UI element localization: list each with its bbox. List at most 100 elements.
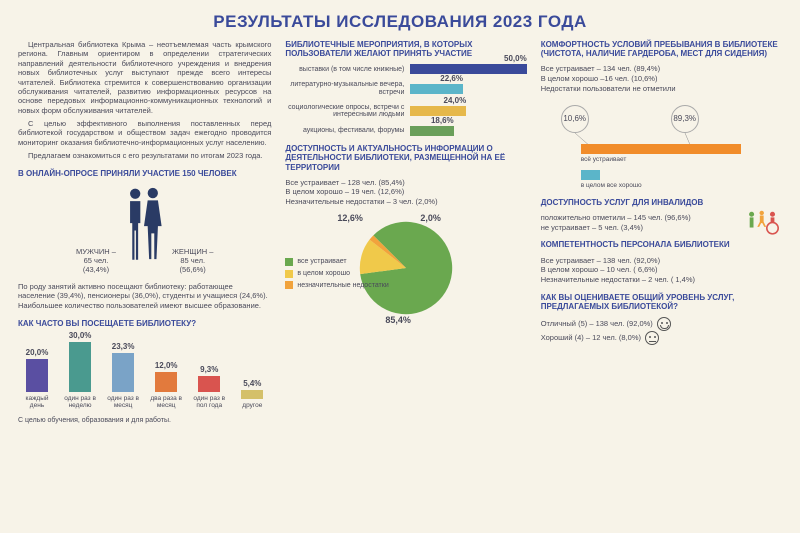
comfort-cat-orange: всё устраивает (581, 156, 627, 163)
visit-bar: 23,3% один раз в месяц (104, 342, 142, 409)
event-bar-row: аукционы, фестивали, форумы18,6% (285, 126, 526, 136)
women-label: ЖЕНЩИН – 85 чел. (56,6%) (172, 247, 213, 274)
visit-bar: 20,0% каждый день (18, 348, 56, 410)
column-left: Центральная библиотека Крыма – неотъемле… (18, 40, 271, 424)
visit-footnote: С целью обучения, образования и для рабо… (18, 417, 271, 424)
bar-label: один раз в пол года (190, 395, 228, 409)
pie-callout-1: 12,6% (337, 213, 363, 223)
accessibility-icon (744, 209, 782, 241)
legend-label-2: незначительные недостатки (297, 281, 388, 291)
column-right: КОМФОРТНОСТЬ УСЛОВИЙ ПРЕБЫВАНИЯ В БИБЛИО… (541, 40, 782, 424)
event-bar-fill (410, 64, 526, 74)
pie-legend: все устраивает в целом хорошо незначител… (285, 257, 388, 292)
visit-bar: 9,3% один раз в пол года (190, 365, 228, 409)
event-bar-value: 24,0% (444, 96, 467, 105)
event-bar-row: выставки (в том числе книжные)50,0% (285, 64, 526, 74)
staff-heading: КОМПЕТЕНТНОСТЬ ПЕРСОНАЛА БИБЛИОТЕКИ (541, 240, 782, 249)
event-bar-label: аукционы, фестивали, форумы (285, 127, 410, 135)
bar-rect (155, 372, 177, 392)
bar-value: 9,3% (200, 365, 218, 374)
intro-p1: Центральная библиотека Крыма – неотъемле… (18, 40, 271, 115)
women-pct: (56,6%) (172, 265, 213, 274)
legend-item-0: все устраивает (285, 257, 388, 267)
event-bar-fill (410, 126, 453, 136)
bar-rect (69, 342, 91, 392)
pie-callout-2: 2,0% (420, 213, 441, 223)
intro-p3: Предлагаем ознакомиться с его результата… (18, 151, 271, 160)
overall-text-1: Хороший (4) – 12 чел. (8,0%) (541, 333, 641, 342)
event-bar-fill (410, 106, 466, 116)
legend-label-1: в целом хорошо (297, 269, 350, 279)
availability-line-0: Все устраивает – 128 чел. (85,4%) (285, 178, 526, 188)
men-count: 65 чел. (76, 256, 116, 265)
intro-p2: С целью эффективного выполнения поставле… (18, 119, 271, 147)
legend-item-1: в целом хорошо (285, 269, 388, 279)
comfort-line-1: В целом хорошо –16 чел. (10,6%) (541, 74, 782, 84)
comfort-line-2: Недостатки пользователи не отметили (541, 84, 782, 94)
event-bar-track: 24,0% (410, 106, 526, 116)
bar-label: один раз в неделю (61, 395, 99, 409)
women-label-1: ЖЕНЩИН – (172, 247, 213, 256)
events-heading: БИБЛИОТЕЧНЫЕ МЕРОПРИЯТИЯ, В КОТОРЫХ ПОЛЬ… (285, 40, 526, 58)
event-bar-label: литературно-музыкальные вечера, встречи (285, 81, 410, 96)
men-label: МУЖЧИН – 65 чел. (43,4%) (76, 247, 116, 274)
pie-callout-0: 85,4% (385, 315, 411, 325)
bar-value: 23,3% (112, 342, 135, 351)
bar-rect (198, 376, 220, 392)
smiley-happy-icon (657, 317, 671, 331)
visit-bar: 12,0% два раза в месяц (147, 361, 185, 409)
bar-value: 12,0% (155, 361, 178, 370)
bar-label: два раза в месяц (147, 395, 185, 409)
visit-bar: 30,0% один раз в неделю (61, 331, 99, 409)
availability-heading: ДОСТУПНОСТЬ И АКТУАЛЬНОСТЬ ИНФОРМАЦИИ О … (285, 144, 526, 172)
events-bars: выставки (в том числе книжные)50,0%литер… (285, 64, 526, 136)
event-bar-track: 22,6% (410, 84, 526, 94)
visit-bar: 5,4%другое (233, 379, 271, 409)
comfort-bar-teal (581, 170, 600, 180)
comfort-chart: 10,6% 89,3% всё устраивает в целом все х… (541, 100, 782, 190)
bar-value: 20,0% (26, 348, 49, 357)
legend-item-2: незначительные недостатки (285, 281, 388, 291)
bar-value: 5,4% (243, 379, 261, 388)
event-bar-row: литературно-музыкальные вечера, встречи2… (285, 81, 526, 96)
bar-label: каждый день (18, 395, 56, 409)
disability-heading: ДОСТУПНОСТЬ УСЛУГ ДЛЯ ИНВАЛИДОВ (541, 198, 782, 207)
men-pct: (43,4%) (76, 265, 116, 274)
overall-line-1: Хороший (4) – 12 чел. (8,0%) (541, 331, 782, 345)
column-middle: БИБЛИОТЕЧНЫЕ МЕРОПРИЯТИЯ, В КОТОРЫХ ПОЛЬ… (285, 40, 526, 424)
gender-block: МУЖЧИН – 65 чел. (43,4%) ЖЕНЩИН – 85 чел… (18, 184, 271, 274)
legend-swatch-0 (285, 258, 293, 266)
bar-rect (112, 353, 134, 392)
bar-rect (26, 359, 48, 392)
bar-rect (241, 390, 263, 399)
comfort-cat-teal: в целом все хорошо (581, 182, 642, 189)
pie-block: 12,6% 2,0% 85,4% все устраивает в целом … (285, 213, 526, 323)
event-bar-label: выставки (в том числе книжные) (285, 66, 410, 74)
staff-line-1: В целом хорошо – 10 чел. ( 6,6%) (541, 265, 782, 275)
comfort-bar-orange (581, 144, 742, 154)
event-bar-value: 50,0% (504, 54, 527, 63)
event-bar-label: социологические опросы, встречи с интере… (285, 104, 410, 119)
event-bar-track: 50,0% (410, 64, 526, 74)
visit-freq-heading: КАК ЧАСТО ВЫ ПОСЕЩАЕТЕ БИБЛИОТЕКУ? (18, 319, 271, 328)
legend-label-0: все устраивает (297, 257, 346, 267)
event-bar-value: 22,6% (440, 74, 463, 83)
people-silhouette-icon (122, 184, 166, 274)
smiley-neutral-icon (645, 331, 659, 345)
overall-heading: КАК ВЫ ОЦЕНИВАЕТЕ ОБЩИЙ УРОВЕНЬ УСЛУГ, П… (541, 293, 782, 311)
participants-heading: В ОНЛАЙН-ОПРОСЕ ПРИНЯЛИ УЧАСТИЕ 150 ЧЕЛО… (18, 169, 271, 178)
occupation-text: По роду занятий активно посещают библиот… (18, 282, 271, 311)
men-label-1: МУЖЧИН – (76, 247, 116, 256)
comfort-heading: КОМФОРТНОСТЬ УСЛОВИЙ ПРЕБЫВАНИЯ В БИБЛИО… (541, 40, 782, 58)
bar-value: 30,0% (69, 331, 92, 340)
availability-line-2: Незначительные недостатки – 3 чел. (2,0%… (285, 197, 526, 207)
women-count: 85 чел. (172, 256, 213, 265)
event-bar-fill (410, 84, 463, 94)
staff-line-0: Все устраивает – 138 чел. (92,0%) (541, 256, 782, 266)
page-title: РЕЗУЛЬТАТЫ ИССЛЕДОВАНИЯ 2023 ГОДА (18, 12, 782, 32)
legend-swatch-2 (285, 281, 293, 289)
staff-line-2: Незначительные недостатки – 2 чел. ( 1,4… (541, 275, 782, 285)
event-bar-track: 18,6% (410, 126, 526, 136)
overall-line-0: Отличный (5) – 138 чел. (92,0%) (541, 317, 782, 331)
bar-label: один раз в месяц (104, 395, 142, 409)
